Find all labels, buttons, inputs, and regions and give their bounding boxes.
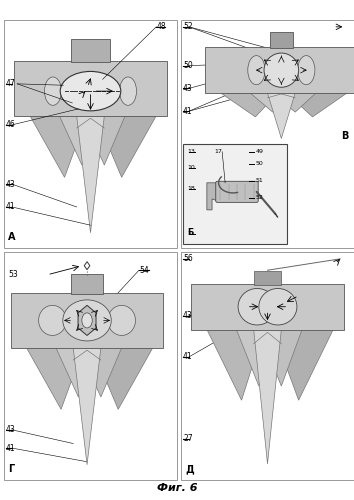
- Polygon shape: [207, 183, 217, 210]
- Polygon shape: [27, 348, 84, 410]
- Ellipse shape: [60, 72, 121, 111]
- Ellipse shape: [63, 300, 111, 341]
- Text: 50: 50: [183, 61, 193, 70]
- Polygon shape: [273, 93, 316, 112]
- Text: 51: 51: [256, 178, 263, 184]
- Polygon shape: [96, 116, 156, 178]
- Text: 43: 43: [183, 84, 193, 93]
- Text: 52: 52: [183, 22, 193, 32]
- Text: 50: 50: [256, 161, 263, 166]
- Polygon shape: [82, 116, 125, 165]
- Bar: [205, 48, 354, 93]
- Polygon shape: [73, 348, 101, 465]
- Text: 13: 13: [187, 149, 195, 154]
- Text: 41: 41: [183, 106, 193, 116]
- Ellipse shape: [82, 313, 92, 328]
- Polygon shape: [59, 116, 99, 165]
- Text: 43: 43: [183, 312, 193, 320]
- Bar: [4, 20, 177, 248]
- Bar: [11, 293, 163, 348]
- Polygon shape: [250, 93, 290, 112]
- Polygon shape: [78, 306, 96, 336]
- Text: Б: Б: [187, 228, 193, 237]
- Polygon shape: [77, 116, 104, 232]
- Text: 18: 18: [187, 186, 195, 192]
- Text: 54: 54: [139, 266, 149, 274]
- Text: 41: 41: [183, 352, 193, 362]
- Ellipse shape: [120, 77, 137, 106]
- Text: 48: 48: [156, 22, 166, 32]
- Text: Д: Д: [185, 464, 194, 474]
- Text: 49: 49: [256, 149, 264, 154]
- Polygon shape: [56, 348, 96, 397]
- Ellipse shape: [248, 56, 265, 84]
- Bar: [4, 252, 177, 480]
- Polygon shape: [30, 116, 87, 178]
- Bar: [72, 274, 103, 294]
- Text: 52: 52: [256, 196, 263, 200]
- Text: Фиг. 6: Фиг. 6: [157, 483, 197, 493]
- Ellipse shape: [259, 288, 297, 325]
- Bar: [270, 32, 293, 48]
- Polygon shape: [207, 330, 264, 400]
- Ellipse shape: [108, 306, 136, 336]
- Polygon shape: [268, 93, 295, 138]
- Text: 43: 43: [6, 426, 16, 434]
- Text: 10: 10: [187, 166, 195, 170]
- Bar: [72, 39, 109, 62]
- FancyBboxPatch shape: [216, 182, 258, 203]
- Text: 1: 1: [187, 232, 191, 236]
- Bar: [15, 61, 167, 116]
- Text: 46: 46: [6, 120, 16, 130]
- Polygon shape: [236, 330, 276, 386]
- Ellipse shape: [298, 56, 315, 84]
- Bar: [192, 284, 344, 330]
- Bar: [181, 252, 354, 480]
- Ellipse shape: [39, 306, 66, 336]
- Ellipse shape: [264, 53, 299, 88]
- Polygon shape: [273, 330, 333, 400]
- Text: 53: 53: [8, 270, 18, 280]
- Ellipse shape: [45, 77, 62, 106]
- Ellipse shape: [238, 288, 276, 325]
- Text: 55: 55: [142, 334, 152, 343]
- Bar: [181, 20, 354, 248]
- Text: 56: 56: [183, 254, 193, 264]
- Polygon shape: [286, 93, 347, 117]
- Text: 47: 47: [6, 80, 16, 88]
- Polygon shape: [221, 93, 278, 117]
- Bar: [183, 144, 287, 244]
- Polygon shape: [84, 262, 90, 270]
- Text: 41: 41: [6, 202, 16, 211]
- Bar: [254, 271, 281, 285]
- Text: А: А: [8, 232, 16, 242]
- Polygon shape: [259, 330, 302, 386]
- Text: В: В: [342, 131, 349, 141]
- Polygon shape: [254, 330, 281, 464]
- Text: Г: Г: [8, 464, 14, 474]
- Text: 17: 17: [214, 149, 222, 154]
- Polygon shape: [78, 348, 122, 397]
- Text: 43: 43: [6, 180, 16, 188]
- Text: 27: 27: [183, 434, 193, 444]
- Text: 41: 41: [6, 444, 16, 452]
- Polygon shape: [92, 348, 153, 410]
